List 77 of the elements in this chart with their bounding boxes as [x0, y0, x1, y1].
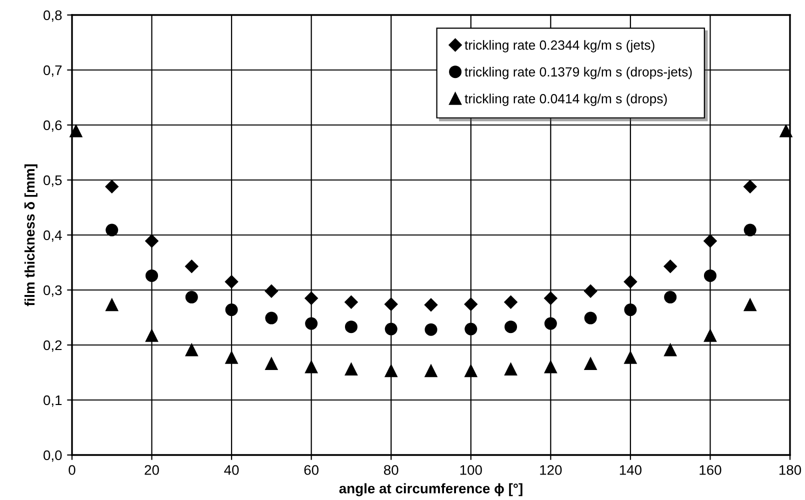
- point: [424, 364, 438, 378]
- y-tick-label: 0,0: [44, 450, 62, 462]
- point: [624, 304, 637, 316]
- point: [225, 351, 238, 364]
- point: [185, 290, 198, 304]
- y-axis-title: film thickness δ [mm]: [24, 164, 38, 306]
- point: [344, 320, 358, 334]
- legend-label: trickling rate 0.0414 kg/m s (drops): [464, 94, 667, 106]
- point: [664, 260, 677, 273]
- x-axis-title: angle at circumference ϕ [°]: [339, 483, 522, 496]
- point: [544, 360, 557, 374]
- point: [70, 124, 82, 138]
- x-tick-label: 100: [460, 465, 482, 475]
- y-tick-label: 0,5: [44, 175, 62, 187]
- legend-label: trickling rate 0.2344 kg/m s (jets): [464, 40, 654, 52]
- point: [624, 275, 638, 288]
- point: [105, 180, 118, 194]
- x-tick-label: 80: [384, 465, 398, 475]
- point: [384, 364, 398, 378]
- x-tick-label: 20: [144, 465, 159, 475]
- x-tick-label: 160: [700, 465, 722, 475]
- y-tick-label: 0,3: [44, 285, 62, 297]
- point: [305, 317, 318, 330]
- point: [264, 284, 278, 298]
- point: [464, 364, 478, 378]
- point: [224, 275, 238, 288]
- point: [146, 269, 158, 282]
- x-tick-label: 120: [540, 465, 562, 475]
- point: [584, 312, 597, 324]
- point: [344, 362, 358, 376]
- point: [744, 224, 756, 236]
- point: [664, 344, 677, 356]
- y-tick-label: 0,6: [44, 120, 62, 132]
- point: [106, 298, 118, 312]
- y-tick-label: 0,2: [44, 340, 62, 352]
- point: [504, 362, 518, 376]
- x-tick-label: 40: [224, 465, 239, 475]
- point: [424, 323, 438, 336]
- point: [464, 298, 478, 311]
- point: [304, 292, 318, 305]
- point: [265, 312, 278, 324]
- point: [504, 296, 518, 309]
- point: [106, 224, 118, 236]
- x-tick-label: 140: [620, 465, 642, 475]
- point: [744, 180, 757, 194]
- point: [146, 329, 158, 342]
- point: [584, 357, 597, 370]
- x-tick-label: 0: [68, 465, 76, 475]
- point: [185, 260, 198, 273]
- point: [704, 234, 717, 248]
- point: [145, 234, 158, 248]
- point: [265, 357, 278, 370]
- legend-label: trickling rate 0.1379 kg/m s (drops-jets): [464, 66, 692, 80]
- point: [780, 124, 792, 138]
- y-tick-label: 0,1: [44, 395, 62, 407]
- y-tick-label: 0,4: [44, 230, 62, 242]
- point: [704, 329, 716, 342]
- point: [704, 269, 716, 282]
- point: [344, 296, 358, 309]
- point: [544, 292, 558, 305]
- point: [544, 317, 557, 330]
- point: [664, 290, 677, 304]
- point: [384, 322, 398, 336]
- point: [225, 304, 238, 316]
- x-tick-label: 180: [779, 465, 802, 475]
- point: [384, 298, 398, 311]
- point: [584, 284, 598, 298]
- point: [624, 351, 637, 364]
- y-tick-label: 0,7: [44, 65, 62, 77]
- point: [744, 298, 756, 312]
- point: [185, 344, 198, 356]
- point: [424, 298, 438, 312]
- y-tick-label: 0,8: [44, 10, 62, 22]
- point: [305, 360, 318, 374]
- point: [504, 320, 518, 334]
- point: [464, 322, 478, 336]
- x-tick-label: 60: [304, 465, 319, 475]
